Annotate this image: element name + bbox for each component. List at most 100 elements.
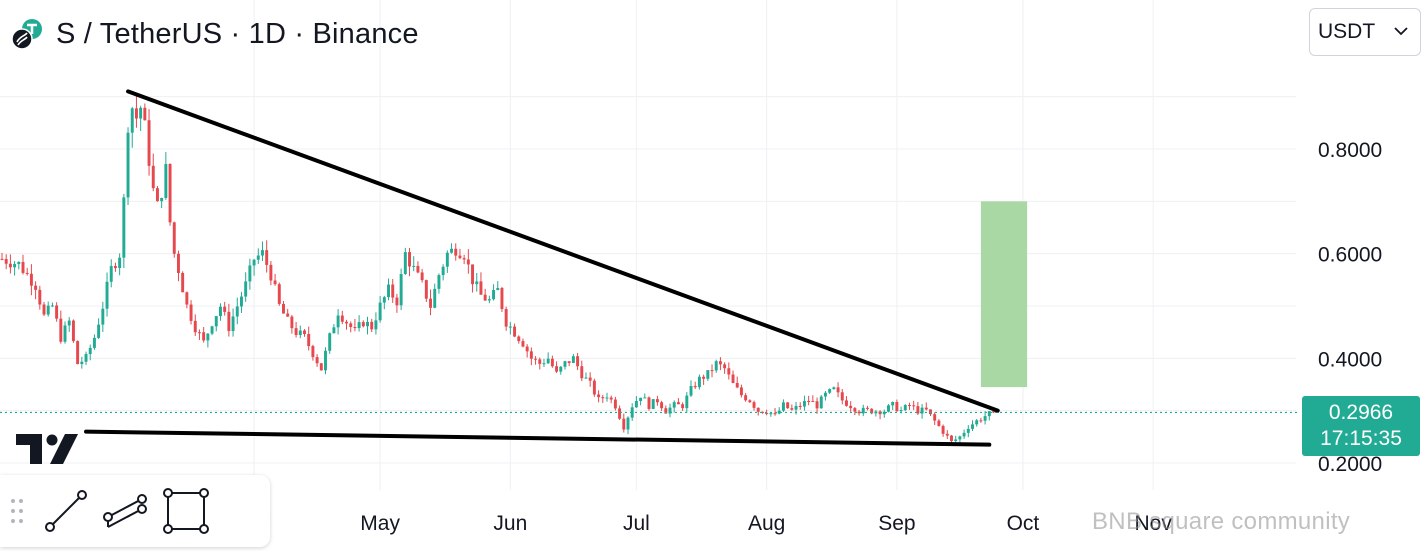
- candle-body: [353, 327, 357, 329]
- candle-body: [819, 396, 823, 409]
- candle-body: [781, 402, 785, 411]
- candle-body: [46, 305, 50, 315]
- candle-body: [794, 405, 798, 410]
- candle-body: [193, 320, 197, 333]
- candle-body: [252, 259, 256, 266]
- candle-body: [676, 402, 680, 405]
- candle-body: [832, 387, 836, 390]
- candle-body: [979, 420, 983, 422]
- candle-body: [286, 313, 290, 317]
- candle-body: [357, 322, 361, 329]
- candle-body: [42, 304, 46, 315]
- candle-body: [218, 306, 222, 317]
- y-tick-label: 0.6000: [1318, 244, 1382, 267]
- candle-body: [38, 289, 42, 305]
- candle-body: [895, 401, 899, 412]
- candle-body: [454, 248, 458, 256]
- lower-support-line[interactable]: [84, 429, 992, 447]
- candle-body: [958, 436, 962, 440]
- chart-grid: [0, 0, 1296, 490]
- candle-body: [912, 405, 916, 407]
- candle-body: [4, 259, 8, 264]
- candle-body: [983, 416, 987, 421]
- candle-body: [870, 408, 874, 414]
- candle-body: [479, 281, 483, 295]
- candle-body: [29, 273, 33, 286]
- candle-body: [122, 197, 126, 258]
- y-tick-label: 0.8000: [1318, 139, 1382, 162]
- candle-body: [214, 316, 218, 327]
- candle-body: [689, 385, 693, 396]
- candle-body: [420, 272, 424, 281]
- candle-body: [971, 424, 974, 429]
- candle-body: [55, 305, 59, 319]
- candle-body: [668, 407, 672, 414]
- candle-body: [702, 376, 706, 379]
- candle-body: [517, 336, 521, 342]
- candle-body: [546, 358, 550, 364]
- target-zone-box[interactable]: [980, 201, 1028, 388]
- candle-body: [223, 306, 227, 312]
- parallel-channel-tool[interactable]: [100, 485, 152, 537]
- grip-dots-icon[interactable]: [2, 485, 32, 537]
- trend-line-tool[interactable]: [40, 485, 92, 537]
- candle-body: [307, 333, 311, 347]
- candle-body: [126, 132, 130, 198]
- drawing-toolbar: [0, 475, 270, 547]
- candle-body: [622, 418, 626, 430]
- candle-body: [197, 332, 201, 334]
- candle-body: [328, 333, 332, 351]
- candle-body: [13, 264, 17, 268]
- candle-body: [588, 377, 592, 381]
- rectangle-tool[interactable]: [160, 485, 212, 537]
- candle-body: [903, 405, 907, 411]
- candle-body: [752, 402, 756, 408]
- candle-body: [21, 261, 25, 273]
- candle-body: [538, 359, 542, 364]
- candle-body: [76, 341, 80, 365]
- candle-body: [576, 356, 580, 367]
- candle-body: [584, 377, 588, 379]
- currency-select[interactable]: USDT: [1309, 8, 1421, 56]
- candle-body: [840, 392, 844, 401]
- upper-resistance-line[interactable]: [126, 89, 1000, 413]
- candle-body: [269, 264, 273, 281]
- candle-body: [319, 363, 323, 371]
- candle-body: [706, 370, 710, 379]
- candle-body: [697, 376, 701, 388]
- candle-body: [887, 405, 890, 412]
- candle-body: [891, 401, 895, 406]
- candle-body: [962, 432, 966, 437]
- candle-body: [916, 406, 920, 414]
- candle-body: [391, 284, 395, 298]
- candle-body: [240, 296, 243, 307]
- candle-body: [769, 413, 773, 415]
- candle-body: [168, 164, 172, 223]
- chart-title: S / TetherUS · 1D · Binance: [56, 17, 419, 50]
- candle-body: [151, 165, 155, 189]
- candle-body: [760, 411, 764, 413]
- candle-body: [605, 397, 609, 399]
- candle-body: [256, 255, 260, 260]
- candle-body: [592, 380, 596, 395]
- candle-body: [290, 316, 294, 329]
- candle-body: [92, 337, 96, 348]
- candle-body: [718, 361, 722, 365]
- tradingview-logo-icon: [16, 434, 80, 471]
- trend-line-icon: [45, 490, 87, 532]
- candle-body: [483, 294, 487, 301]
- candle-body: [63, 325, 67, 342]
- bar-countdown: 17:15:35: [1320, 427, 1402, 450]
- candle-body: [206, 333, 210, 341]
- candle-body: [744, 395, 748, 401]
- chevron-down-icon: [1394, 23, 1408, 41]
- candle-body: [475, 281, 479, 285]
- candle-body: [710, 370, 714, 372]
- candle-body: [445, 252, 449, 267]
- candle-body: [265, 250, 269, 265]
- candle-body: [273, 280, 277, 285]
- candle-body: [756, 407, 760, 412]
- candle-body: [248, 265, 252, 282]
- candle-body: [366, 321, 369, 327]
